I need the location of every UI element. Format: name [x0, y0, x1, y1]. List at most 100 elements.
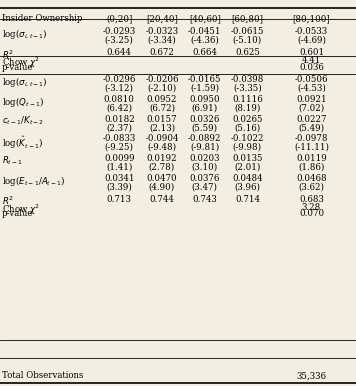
Text: 35,336: 35,336	[297, 371, 326, 380]
Text: 0.1116: 0.1116	[232, 95, 263, 104]
Text: (1.41): (1.41)	[106, 163, 132, 171]
Text: 0.0192: 0.0192	[147, 154, 177, 163]
Text: -0.0506: -0.0506	[295, 75, 328, 84]
Text: -0.0165: -0.0165	[188, 75, 221, 84]
Text: (-9.25): (-9.25)	[105, 143, 134, 152]
Text: 0.0203: 0.0203	[189, 154, 220, 163]
Text: (2.01): (2.01)	[234, 163, 261, 171]
Text: (-3.35): (-3.35)	[233, 84, 262, 93]
Text: 0.714: 0.714	[235, 195, 260, 203]
Text: log($\hat{K}_{t-1}$): log($\hat{K}_{t-1}$)	[2, 134, 43, 151]
Text: -0.0296: -0.0296	[103, 75, 136, 84]
Text: [20,40]: [20,40]	[146, 14, 178, 23]
Text: 0.036: 0.036	[299, 63, 324, 72]
Text: (3.10): (3.10)	[192, 163, 218, 171]
Text: 0.664: 0.664	[192, 48, 217, 57]
Text: 0.0952: 0.0952	[147, 95, 177, 104]
Text: 0.0376: 0.0376	[189, 174, 220, 183]
Text: 0.0119: 0.0119	[296, 154, 327, 163]
Text: -0.0615: -0.0615	[231, 27, 264, 36]
Text: log($\sigma_{i,t-1}$): log($\sigma_{i,t-1}$)	[2, 75, 47, 89]
Text: [60,80]: [60,80]	[231, 14, 263, 23]
Text: (6.72): (6.72)	[149, 103, 175, 112]
Text: 0.644: 0.644	[107, 48, 132, 57]
Text: 0.683: 0.683	[299, 195, 324, 203]
Text: 0.070: 0.070	[299, 209, 324, 218]
Text: (6.91): (6.91)	[192, 103, 218, 112]
Text: (6.42): (6.42)	[106, 103, 132, 112]
Text: (-3.34): (-3.34)	[148, 36, 176, 44]
Text: -0.0293: -0.0293	[103, 27, 136, 36]
Text: 0.0341: 0.0341	[104, 174, 135, 183]
Text: 0.0810: 0.0810	[104, 95, 135, 104]
Text: 0.601: 0.601	[299, 48, 324, 57]
Text: 0.0921: 0.0921	[296, 95, 327, 104]
Text: p-value: p-value	[2, 63, 33, 72]
Text: 0.672: 0.672	[150, 48, 174, 57]
Text: log($E_{t-1}/A_{t-1}$): log($E_{t-1}/A_{t-1}$)	[2, 174, 66, 188]
Text: Insider Ownership: Insider Ownership	[2, 14, 82, 23]
Text: (2.78): (2.78)	[149, 163, 175, 171]
Text: -0.0978: -0.0978	[295, 134, 328, 143]
Text: (-3.25): (-3.25)	[105, 36, 134, 44]
Text: log($\sigma_{i,t-1}$): log($\sigma_{i,t-1}$)	[2, 27, 47, 41]
Text: -0.1022: -0.1022	[231, 134, 264, 143]
Text: (-4.36): (-4.36)	[190, 36, 219, 44]
Text: (1.86): (1.86)	[298, 163, 325, 171]
Text: (7.02): (7.02)	[298, 103, 325, 112]
Text: (3.62): (3.62)	[298, 182, 325, 191]
Text: (-9.98): (-9.98)	[233, 143, 262, 152]
Text: Chow $\chi^2$: Chow $\chi^2$	[2, 56, 40, 70]
Text: (3.96): (3.96)	[234, 182, 261, 191]
Text: 0.0227: 0.0227	[296, 115, 327, 124]
Text: (5.59): (5.59)	[192, 123, 218, 132]
Text: -0.0904: -0.0904	[145, 134, 179, 143]
Text: -0.0206: -0.0206	[145, 75, 179, 84]
Text: 0.0484: 0.0484	[232, 174, 263, 183]
Text: p-value: p-value	[2, 209, 33, 218]
Text: $R_{t-1}$: $R_{t-1}$	[2, 154, 23, 166]
Text: (-1.59): (-1.59)	[190, 84, 219, 93]
Text: [80,100]: [80,100]	[293, 14, 330, 23]
Text: (3.39): (3.39)	[106, 182, 132, 191]
Text: (2.37): (2.37)	[106, 123, 132, 132]
Text: (4.90): (4.90)	[149, 182, 175, 191]
Text: (3.47): (3.47)	[192, 182, 218, 191]
Text: log($Q_{t-1}$): log($Q_{t-1}$)	[2, 95, 44, 109]
Text: 0.0099: 0.0099	[104, 154, 135, 163]
Text: -0.0323: -0.0323	[145, 27, 179, 36]
Text: 0.625: 0.625	[235, 48, 260, 57]
Text: 0.0468: 0.0468	[296, 174, 327, 183]
Text: [40,60]: [40,60]	[189, 14, 221, 23]
Text: (-9.48): (-9.48)	[147, 143, 177, 152]
Text: (0,20]: (0,20]	[106, 14, 132, 23]
Text: (-9.81): (-9.81)	[190, 143, 219, 152]
Text: $c_{t-1}/K_{t-2}$: $c_{t-1}/K_{t-2}$	[2, 115, 44, 127]
Text: 0.743: 0.743	[192, 195, 217, 203]
Text: (5.49): (5.49)	[298, 123, 325, 132]
Text: 0.0135: 0.0135	[232, 154, 263, 163]
Text: 0.0265: 0.0265	[232, 115, 263, 124]
Text: $R^2$: $R^2$	[2, 48, 14, 61]
Text: (8.19): (8.19)	[234, 103, 261, 112]
Text: 0.713: 0.713	[107, 195, 132, 203]
Text: 0.744: 0.744	[150, 195, 174, 203]
Text: -0.0833: -0.0833	[103, 134, 136, 143]
Text: 4.41: 4.41	[302, 56, 321, 65]
Text: $R^2$: $R^2$	[2, 195, 14, 207]
Text: (5.16): (5.16)	[234, 123, 261, 132]
Text: -0.0451: -0.0451	[188, 27, 221, 36]
Text: 0.0470: 0.0470	[147, 174, 177, 183]
Text: 3.28: 3.28	[302, 203, 321, 212]
Text: (-3.12): (-3.12)	[105, 84, 134, 93]
Text: 0.0950: 0.0950	[189, 95, 220, 104]
Text: 0.0182: 0.0182	[104, 115, 135, 124]
Text: Chow $\chi^2$: Chow $\chi^2$	[2, 203, 40, 217]
Text: -0.0892: -0.0892	[188, 134, 221, 143]
Text: (-11.11): (-11.11)	[294, 143, 329, 152]
Text: (-5.10): (-5.10)	[233, 36, 262, 44]
Text: Total Observations: Total Observations	[2, 371, 83, 380]
Text: 0.0157: 0.0157	[147, 115, 177, 124]
Text: (2.13): (2.13)	[149, 123, 175, 132]
Text: (-4.69): (-4.69)	[297, 36, 326, 44]
